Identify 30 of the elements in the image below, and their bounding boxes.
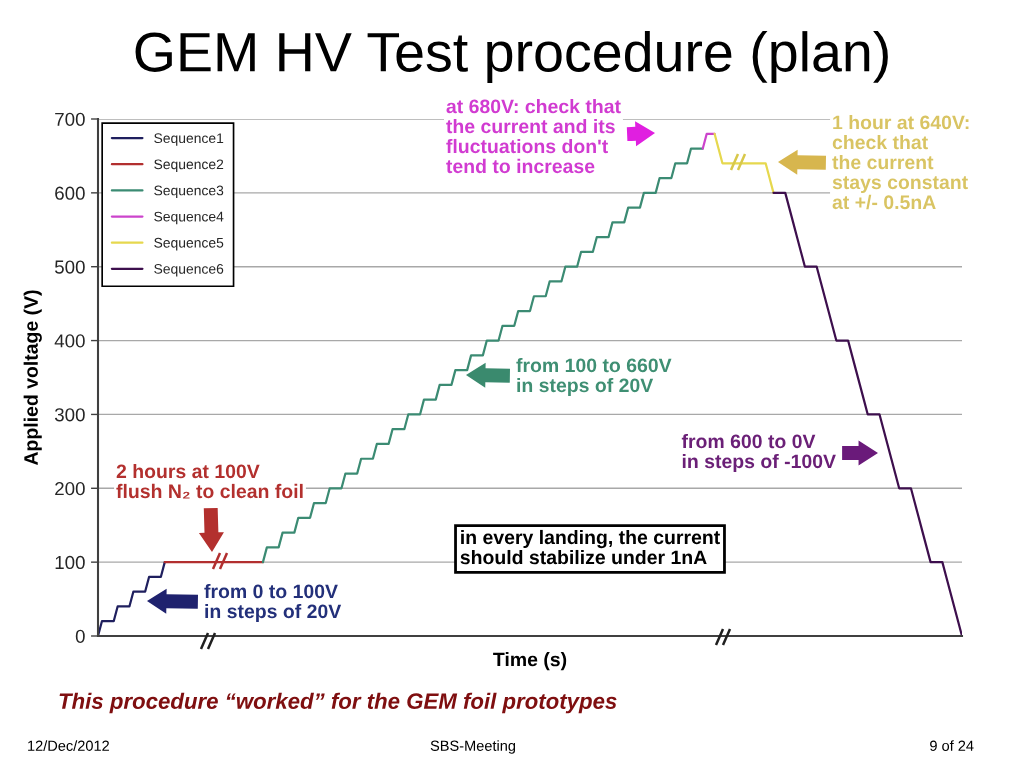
y-tick-label: 500 [54, 260, 85, 274]
annotation: from 100 to 660V in steps of 20V [516, 357, 672, 397]
y-tick-label: 700 [55, 112, 85, 126]
y-tick-label: 400 [54, 334, 85, 348]
legend-label: Sequence3 [154, 185, 224, 199]
y-axis-title: Applied voltage (V) [23, 290, 42, 466]
annotation: in every landing, the current should stabilize under 1nA [460, 529, 720, 565]
line-series [98, 561, 166, 636]
annotation: 2 hours at 100V flush N₂ to clean foil [116, 463, 303, 499]
y-tick-label: 600 [55, 186, 85, 200]
text: 9 of 24 [930, 740, 974, 751]
chart-title: GEM HV Test procedure (plan) [135, 31, 888, 83]
legend-label: Sequence5 [154, 237, 224, 251]
annotation: from 600 to 0V in steps of -100V [681, 433, 836, 473]
text: SBS-Meeting [430, 740, 516, 754]
legend-label: Sequence6 [154, 263, 224, 277]
annotation: at 680V: check that the current and its fluctuations don't tend to increase [446, 99, 621, 174]
annotation: 1 hour at 640V: check that the current stays constant at +/- 0.5nA [832, 115, 969, 210]
line-series [713, 132, 775, 194]
legend-label: Sequence1 [154, 133, 224, 146]
y-tick-label: 300 [54, 408, 85, 422]
y-tick-label: 100 [55, 555, 85, 570]
text: 12/Dec/2012 [28, 740, 109, 751]
y-tick-label: 0 [75, 629, 85, 643]
legend-label: Sequence4 [154, 211, 224, 225]
legend-label: Sequence2 [154, 159, 224, 172]
text: This procedure “worked” for the GEM foil prototypes [59, 692, 617, 714]
annotation: from 0 to 100V in steps of 20V [204, 583, 342, 623]
y-tick-label: 200 [55, 481, 85, 496]
x-axis-title: Time (s) [493, 652, 567, 671]
